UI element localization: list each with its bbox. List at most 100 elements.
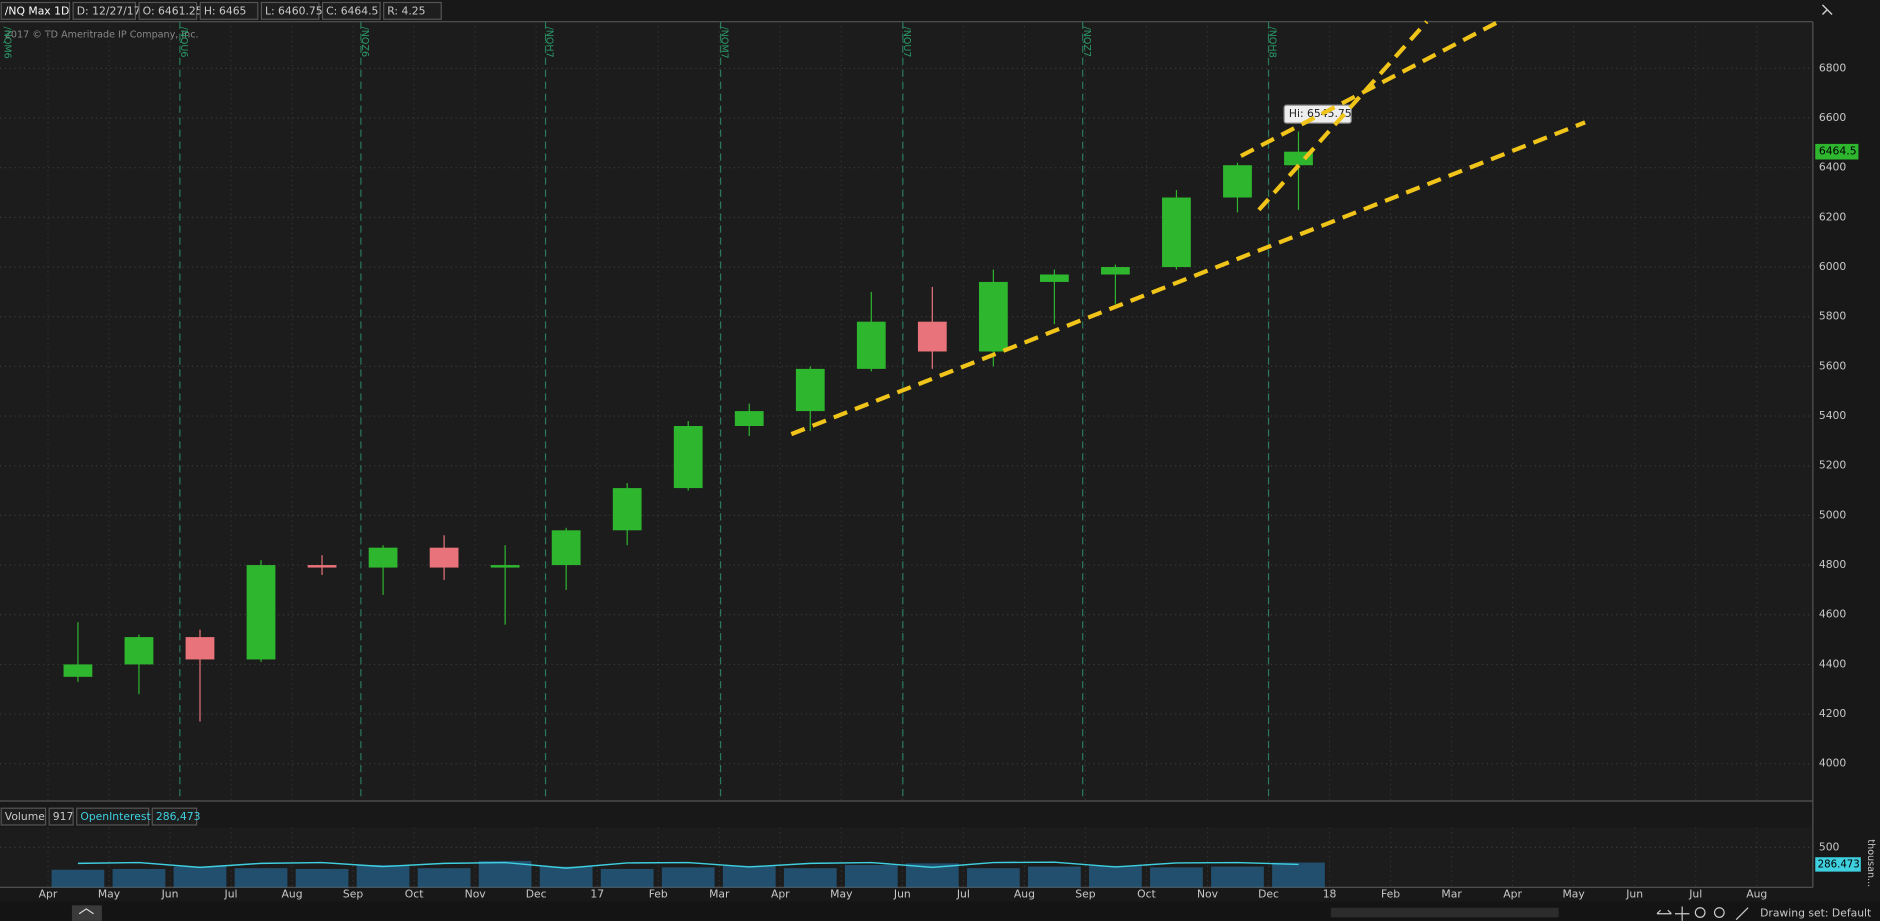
drawing-icon[interactable] <box>1821 4 1833 15</box>
volume-bar <box>783 868 837 888</box>
header-field: D: 12/27/17 <box>77 4 141 17</box>
x-tick-label: Mar <box>709 888 730 901</box>
y-tick-label: 6800 <box>1819 61 1847 74</box>
x-tick-label: Mar <box>1441 888 1462 901</box>
candle-body <box>734 411 764 426</box>
toolbar-bg <box>0 901 1880 921</box>
oi-tag <box>1815 857 1861 872</box>
volume-bar <box>1211 866 1264 888</box>
header-box <box>72 1 137 20</box>
copyright: 2017 © TD Ameritrade IP Company, Inc. <box>5 29 199 40</box>
expiration-label: /NQH8 <box>1267 26 1278 57</box>
header-box <box>0 1 71 20</box>
icon[interactable] <box>1656 906 1690 921</box>
x-tick-label: Jul <box>1688 888 1702 901</box>
y-tick-label: 4600 <box>1819 608 1847 621</box>
candle-body <box>63 664 93 677</box>
candle-body <box>917 321 947 352</box>
candle-body <box>368 547 398 568</box>
price-tag <box>1815 143 1859 160</box>
header-field: L: 6460.75 <box>265 4 323 17</box>
candle-body <box>551 530 581 566</box>
candle-body <box>429 547 459 568</box>
x-tick-label: Apr <box>771 888 790 901</box>
trendline <box>790 120 1586 437</box>
x-tick-label: Jun <box>1625 888 1643 901</box>
candle-body <box>490 565 520 568</box>
header-box <box>76 807 150 826</box>
volume-bar <box>478 860 532 888</box>
x-tick-label: Jul <box>956 888 970 901</box>
icon[interactable] <box>1821 4 1833 15</box>
x-tick-label: Aug <box>1746 888 1767 901</box>
annotation: Hi: 6545.75 <box>1289 107 1352 120</box>
scrollbar[interactable] <box>1330 907 1559 918</box>
annotation-box <box>1283 104 1352 124</box>
header-box <box>138 1 198 20</box>
oi-tag-label: 286.473 <box>1818 859 1860 870</box>
header-box <box>0 807 47 826</box>
volume-bar <box>112 868 166 888</box>
x-tick-label: Jun <box>893 888 911 901</box>
header-field: OpenInterest <box>80 810 150 823</box>
volume-bar <box>295 868 349 888</box>
expiration-label: /NQZ7 <box>1081 26 1092 57</box>
x-tick-label: Sep <box>343 888 363 901</box>
trendlines <box>790 19 1586 437</box>
plot: 4000 4200 4400 4600 4800 5000 5200 5400 5600 5800… <box>0 21 1876 901</box>
y-tick-label: 4400 <box>1819 657 1847 670</box>
x-tick-label: Apr <box>39 888 58 901</box>
y-tick-label: 500 <box>1819 840 1840 853</box>
candle-body <box>856 321 886 369</box>
trendline <box>1239 19 1500 158</box>
header-field: R: 4.25 <box>387 4 425 17</box>
x-tick-label: Sep <box>1075 888 1095 901</box>
volume-bar <box>234 868 288 888</box>
header-field: 286,473 <box>156 810 201 823</box>
candle-body <box>612 488 642 531</box>
volume-bar <box>1089 865 1142 888</box>
volume-bar <box>417 868 471 888</box>
x-tick-label: Jul <box>224 888 238 901</box>
y-tick-label: 6600 <box>1819 111 1847 124</box>
x-tick-label: 17 <box>590 888 604 901</box>
drawing-tool[interactable] <box>1735 907 1749 921</box>
candle-body <box>978 281 1008 352</box>
x-tick-label: Oct <box>1137 888 1156 901</box>
x-tick-label: Oct <box>405 888 424 901</box>
y-tick-label: 4000 <box>1819 757 1847 770</box>
volume-bar <box>51 869 105 888</box>
x-tick-label: Dec <box>1258 888 1279 901</box>
header-field: Volume <box>5 810 45 823</box>
y-tick-label: 5000 <box>1819 508 1847 521</box>
bottom-toolbar: Drawing set: Default <box>0 901 1880 921</box>
x-tick-label: Apr <box>1503 888 1522 901</box>
drawing-set[interactable]: Drawing set: Default <box>1760 907 1871 920</box>
y-tick-label: 4800 <box>1819 558 1847 571</box>
candle-body <box>1223 165 1252 198</box>
candle-body <box>185 637 215 660</box>
y-axis-unit: thousan... <box>1865 839 1876 887</box>
zoom-out[interactable] <box>1713 907 1725 918</box>
header-field: /NQ Max 1D <box>5 4 70 17</box>
volume-bar <box>600 868 654 888</box>
volume-bar <box>539 866 593 888</box>
x-tick-label: 18 <box>1323 888 1337 901</box>
zoom-in[interactable] <box>1694 907 1706 918</box>
expiration-label: /NQU6 <box>178 26 189 57</box>
volume-pane <box>0 827 1813 888</box>
header-bar: /NQ Max 1D D: 12/27/17 O: 6461.25 H: 6465 L:… <box>0 1 442 20</box>
volume-bar <box>966 868 1020 888</box>
y-tick-label: 6400 <box>1819 161 1847 174</box>
volume-bar <box>1272 862 1325 888</box>
x-tick-label: Aug <box>1014 888 1035 901</box>
expiration-label: /NQM6 <box>2 26 13 58</box>
header-box <box>199 1 259 20</box>
y-tick-label: 5200 <box>1819 459 1847 472</box>
collapse-button[interactable] <box>71 905 102 921</box>
volume-bar <box>844 864 898 888</box>
y-tick-label: 6200 <box>1819 210 1847 223</box>
header-box <box>48 807 74 826</box>
expiration-label: /NQM7 <box>719 26 730 58</box>
